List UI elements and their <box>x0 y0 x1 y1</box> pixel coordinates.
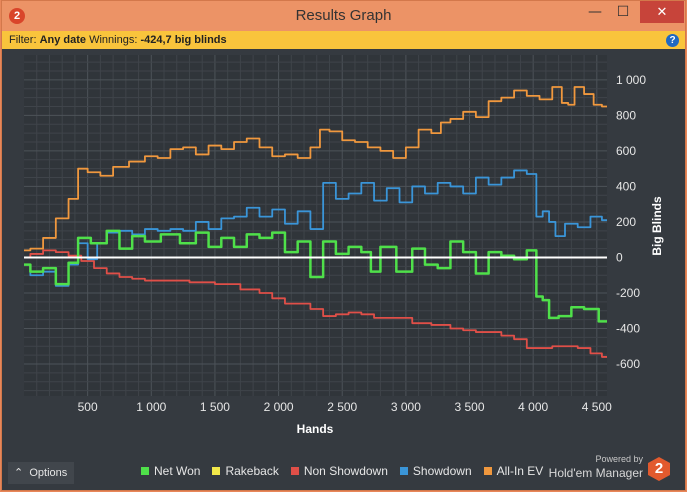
x-tick-label: 500 <box>78 400 98 414</box>
plot-area <box>24 55 607 396</box>
x-tick-label: 4 000 <box>518 400 548 414</box>
legend-swatch <box>399 467 408 475</box>
legend-item-non-showdown[interactable]: Non Showdown <box>290 464 388 478</box>
options-chevron-icon: ⌃ <box>14 467 24 479</box>
y-tick-label: 200 <box>616 215 636 229</box>
powered-by-text: Powered by <box>595 454 643 464</box>
legend-swatch <box>483 467 492 475</box>
legend-item-all-in-ev[interactable]: All-In EV <box>483 464 544 478</box>
legend-label: Showdown <box>412 464 472 478</box>
x-tick-label: 1 500 <box>200 400 230 414</box>
series-line-net-won <box>24 229 607 323</box>
legend-swatch <box>141 467 149 475</box>
x-tick-label: 3 500 <box>455 400 485 414</box>
y-tick-label: -600 <box>616 357 640 371</box>
app-logo-icon: 2 <box>9 8 25 24</box>
chart-legend: Net Won Rakeback Non Showdown Showdown A… <box>141 464 543 478</box>
y-axis-label: Big Blinds <box>650 196 664 256</box>
series-lines <box>24 86 607 358</box>
powered-by: Powered by Hold'em Manager <box>547 454 643 480</box>
y-tick-label: -200 <box>616 286 640 300</box>
x-tick-label: 2 000 <box>264 400 294 414</box>
filter-date-value[interactable]: Any date <box>39 34 87 46</box>
y-tick-label: 800 <box>616 108 636 122</box>
x-axis-label: Hands <box>297 422 334 436</box>
y-tick-label: 400 <box>616 179 636 193</box>
x-tick-label: 3 000 <box>391 400 421 414</box>
x-tick-label: 1 000 <box>136 400 166 414</box>
y-tick-label: 0 <box>616 250 623 264</box>
winnings-value: -424,7 big blinds <box>140 34 227 46</box>
legend-item-net-won[interactable]: Net Won <box>141 464 200 478</box>
close-button[interactable]: ✕ <box>640 1 684 23</box>
help-icon[interactable]: ? <box>666 34 679 47</box>
legend-label: Non Showdown <box>303 464 388 478</box>
filter-bar[interactable]: Filter: Any date Winnings: -424,7 big bl… <box>2 31 685 49</box>
series-line-non-showdown <box>24 249 607 358</box>
x-tick-label: 4 500 <box>582 400 612 414</box>
winnings-label: Winnings: <box>89 34 138 46</box>
series-line-showdown <box>24 169 607 287</box>
legend-item-rakeback[interactable]: Rakeback <box>212 464 279 478</box>
y-tick-label: 1 000 <box>616 73 646 87</box>
x-tick-label: 2 500 <box>327 400 357 414</box>
y-tick-label: -400 <box>616 322 640 336</box>
series-line-all-in-ev <box>24 86 607 252</box>
y-tick-label: 600 <box>616 144 636 158</box>
maximize-button[interactable]: ☐ <box>616 4 630 20</box>
legend-label: Net Won <box>154 464 201 478</box>
options-button[interactable]: ⌃ Options <box>8 462 74 484</box>
legend-swatch <box>290 467 299 475</box>
minimize-button[interactable]: — <box>588 4 602 20</box>
brand-name: Hold'em Manager <box>548 466 643 480</box>
x-axis-ticks: 500 1 000 1 500 2 000 2 500 3 000 3 500 4 000 4 … <box>78 400 613 414</box>
title-bar[interactable]: 2 Results Graph — ☐ ✕ <box>2 1 685 31</box>
y-axis-ticks: 1 000 800 600 400 200 0 -200 -400 -600 <box>616 73 646 371</box>
filter-label: Filter: <box>9 34 37 46</box>
legend-item-showdown[interactable]: Showdown <box>399 464 472 478</box>
legend-label: Rakeback <box>225 464 279 478</box>
legend-label: All-In EV <box>496 464 544 478</box>
window-title: Results Graph <box>295 7 392 24</box>
hm-logo-icon: 2 <box>648 457 670 481</box>
legend-swatch <box>212 467 221 475</box>
grid-lines <box>24 55 607 396</box>
options-label: Options <box>29 467 68 479</box>
